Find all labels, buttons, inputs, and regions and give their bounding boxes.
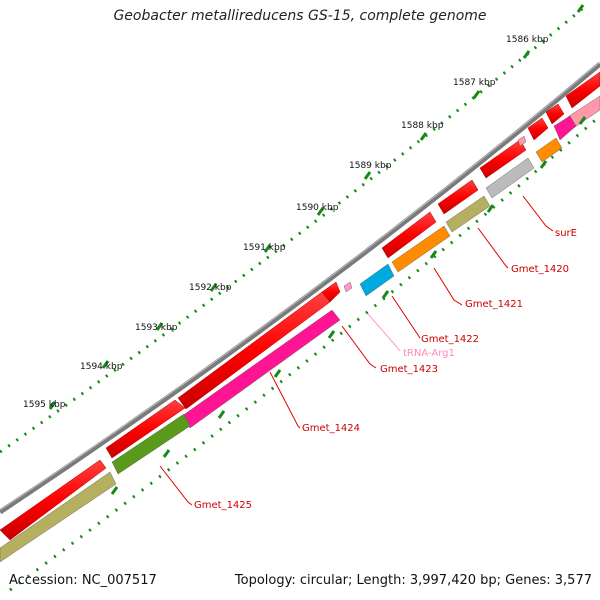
inner-scale-dots	[9, 114, 600, 592]
label-gmet-1424: Gmet_1424	[302, 423, 360, 434]
gene-bar-olive-2	[0, 471, 117, 563]
genome-summary-text: Topology: circular; Length: 3,997,420 bp…	[234, 573, 592, 588]
gene-bar-gmet-1425	[111, 413, 191, 475]
gene-bar-pink-small	[517, 135, 527, 147]
gene-bar-olive-1	[445, 195, 491, 233]
tick-label-1589: 1589 kbp	[349, 161, 392, 171]
gene-bar-magenta-small	[553, 115, 577, 141]
backbone	[0, 62, 600, 515]
backbone-highlight	[0, 61, 600, 511]
forward-cds	[381, 211, 437, 259]
tick-label-1593: 1593 kbp	[135, 323, 178, 333]
outer-scale-dots	[0, 2, 589, 454]
forward-strand	[0, 71, 600, 541]
accession-text: Accession: NC_007517	[9, 573, 157, 588]
inner-scale-ticks	[110, 116, 587, 495]
gene-bar-gmet-1421	[391, 225, 451, 273]
tick-label-1586: 1586 kbp	[506, 35, 549, 45]
tick-label-1594: 1594 kbp	[80, 362, 123, 372]
map-title: Geobacter metallireducens GS-15, complet…	[113, 8, 487, 24]
gene-bar-gmet-1421b	[535, 137, 563, 163]
gene-bar-gmet-1422	[359, 263, 395, 297]
tick-label-1591: 1591 kbp	[243, 243, 286, 253]
label-trna-arg1: tRNA-Arg1	[403, 348, 455, 359]
label-gmet-1422: Gmet_1422	[421, 334, 479, 345]
scale-ticks	[48, 4, 585, 410]
tick-label-1588: 1588 kbp	[401, 121, 444, 131]
tick-label-1587: 1587 kbp	[453, 78, 496, 88]
label-gmet-1420: Gmet_1420	[511, 264, 569, 275]
forward-cds	[527, 117, 549, 141]
leader-gmet-1425	[159, 465, 193, 506]
reverse-strand	[0, 95, 600, 563]
gene-bar-gmet-1420	[485, 157, 535, 199]
gene-bar-trna-arg1	[343, 281, 353, 293]
leader-gmet-1423	[341, 325, 377, 369]
forward-cds	[177, 291, 331, 410]
scale-tick-labels: 1586 kbp 1587 kbp 1588 kbp 1589 kbp 1590…	[23, 35, 549, 410]
tick-label-1590: 1590 kbp	[296, 203, 339, 213]
forward-cds	[479, 139, 527, 179]
forward-cds	[321, 281, 341, 303]
label-gmet-1425: Gmet_1425	[194, 500, 252, 511]
label-gmet-1423: Gmet_1423	[380, 364, 438, 375]
tick-label-1595: 1595 kbp	[23, 400, 66, 410]
leader-gmet-1420	[477, 227, 509, 269]
forward-cds	[565, 71, 600, 109]
leader-gmet-1421	[433, 267, 463, 306]
forward-cds	[0, 459, 107, 541]
tick-label-1592: 1592 kbp	[189, 283, 232, 293]
leader-gmet-1424	[269, 371, 301, 429]
label-gmet-1421: Gmet_1421	[465, 299, 523, 310]
forward-cds	[437, 179, 479, 215]
gene-labels: surE Gmet_1420 Gmet_1421 Gmet_1422 tRNA-…	[194, 228, 577, 511]
label-surE: surE	[555, 228, 577, 239]
label-leaders	[159, 195, 554, 506]
leader-gmet-1422	[391, 295, 421, 339]
leader-trna-arg1	[367, 313, 401, 352]
leader-surE	[522, 195, 554, 232]
forward-cds	[545, 103, 565, 125]
